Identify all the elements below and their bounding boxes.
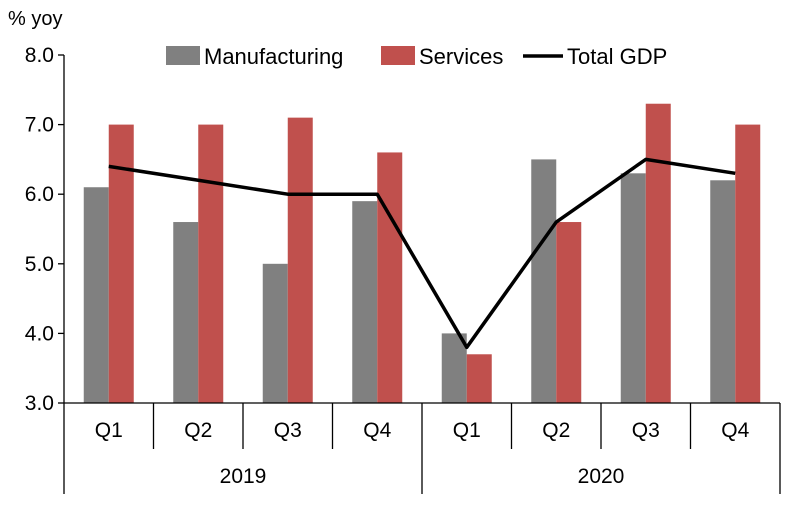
legend-label-total-gdp: Total GDP (567, 44, 667, 69)
total-gdp-line-layer (108, 157, 736, 350)
bar-manufacturing-1 (173, 222, 199, 403)
bar-manufacturing-3 (352, 201, 378, 403)
y-tick-label: 7.0 (25, 114, 54, 137)
y-tick-label: 8.0 (25, 44, 54, 67)
x-category-label: Q3 (632, 419, 660, 442)
legend-swatch-manufacturing (166, 46, 200, 65)
bar-services-1 (198, 124, 224, 403)
x-category-label: Q2 (184, 419, 212, 442)
bars (83, 103, 761, 403)
bar-services-5 (556, 222, 582, 403)
legend-label-manufacturing: Manufacturing (204, 44, 343, 69)
x-axis: Q1 Q2 Q3 Q4 Q1 Q2 Q3 Q4 2019 2020 (63, 402, 781, 494)
legend: Manufacturing Services Total GDP (166, 44, 667, 69)
bar-manufacturing-2 (262, 263, 288, 403)
x-group-label: 2020 (578, 465, 625, 488)
x-group-label: 2019 (220, 465, 267, 488)
bar-services-3 (377, 152, 403, 403)
x-category-label: Q4 (363, 419, 391, 442)
legend-label-services: Services (419, 44, 503, 69)
bar-manufacturing-7 (710, 180, 736, 403)
bar-services-4 (466, 354, 492, 403)
legend-swatch-services (381, 46, 415, 65)
bar-services-6 (645, 103, 671, 403)
bar-manufacturing-0 (83, 187, 109, 403)
series-line-total-gdp (108, 157, 736, 350)
bar-manufacturing-5 (531, 159, 557, 403)
x-category-label: Q1 (95, 419, 123, 442)
x-category-label: Q2 (542, 419, 570, 442)
bar-services-7 (735, 124, 761, 403)
y-axis: 3.0 4.0 5.0 6.0 7.0 8.0 (25, 44, 65, 415)
bar-manufacturing-4 (441, 333, 467, 403)
x-category-label: Q4 (721, 419, 749, 442)
bar-services-2 (287, 117, 313, 403)
bar-manufacturing-6 (620, 173, 646, 403)
y-tick-label: 5.0 (25, 253, 54, 276)
y-tick-label: 3.0 (25, 392, 54, 415)
x-category-label: Q1 (453, 419, 481, 442)
y-tick-label: 6.0 (25, 183, 54, 206)
y-tick-label: 4.0 (25, 322, 54, 345)
x-category-label: Q3 (274, 419, 302, 442)
y-axis-unit-label: % yoy (8, 8, 62, 30)
